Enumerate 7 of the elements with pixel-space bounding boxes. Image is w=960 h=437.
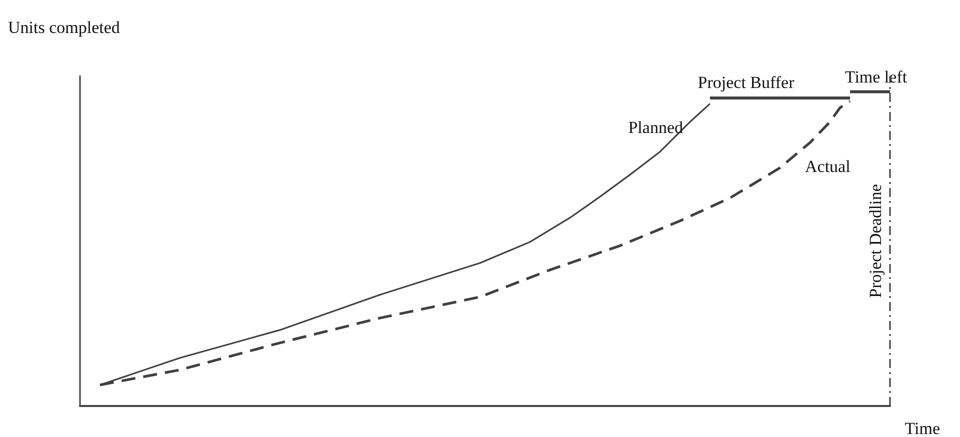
series-label: Project Buffer — [698, 73, 795, 92]
series-label: Planned — [628, 118, 684, 138]
series-label: Actual — [805, 157, 851, 176]
annotation: Project Deadline — [866, 184, 885, 298]
x-axis-title: Time — [904, 419, 940, 437]
series-label: Time left — [844, 68, 908, 87]
y-axis-title: Units completed — [8, 18, 120, 37]
